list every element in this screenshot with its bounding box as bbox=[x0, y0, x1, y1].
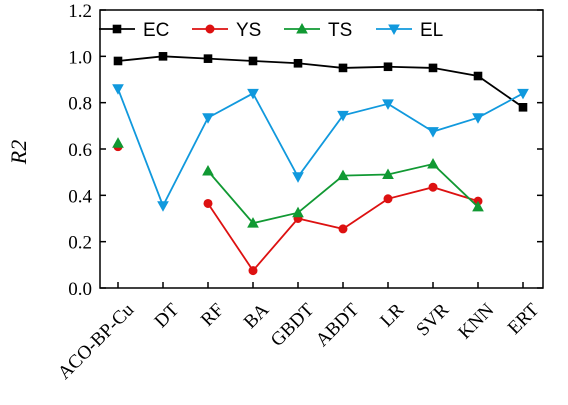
data-point-el bbox=[247, 88, 259, 100]
data-point-ts bbox=[337, 169, 349, 181]
x-tick-label: GBDT bbox=[267, 299, 319, 351]
data-point-ys bbox=[428, 182, 438, 192]
data-point-el bbox=[112, 84, 124, 95]
data-point-el bbox=[517, 88, 529, 100]
plot-border bbox=[99, 9, 544, 289]
legend-item-ts: TS bbox=[284, 20, 352, 41]
data-point-ys bbox=[383, 194, 393, 204]
x-tick-label: KNN bbox=[454, 299, 498, 343]
legend-item-ys: YS bbox=[192, 20, 261, 41]
y-tick-label: 0.0 bbox=[68, 279, 92, 300]
y-tick-label: 0.8 bbox=[68, 94, 92, 115]
series-line-el bbox=[117, 88, 524, 208]
legend: EC YS TS EL bbox=[99, 20, 443, 41]
legend-label: YS bbox=[236, 20, 261, 41]
series-ts bbox=[112, 137, 484, 228]
legend-marker bbox=[205, 24, 215, 34]
legend-marker bbox=[112, 24, 122, 34]
data-point-ts bbox=[112, 137, 124, 148]
legend-item-el: EL bbox=[376, 20, 443, 41]
data-point-ts bbox=[247, 217, 259, 228]
y-axis: 0.0 0.2 0.4 0.6 0.8 1.0 1.2 bbox=[68, 1, 543, 300]
y-axis-title: R2 bbox=[6, 140, 31, 165]
data-point-el bbox=[472, 113, 484, 124]
series-el bbox=[112, 84, 529, 212]
y-tick-label: 0.4 bbox=[68, 186, 92, 207]
data-point-ec bbox=[203, 54, 213, 63]
data-point-el bbox=[202, 113, 214, 124]
data-point-ts bbox=[202, 164, 214, 176]
legend-label: TS bbox=[328, 20, 352, 41]
data-point-ec bbox=[518, 103, 528, 112]
data-point-ec bbox=[383, 62, 393, 72]
data-point-el bbox=[292, 172, 304, 183]
data-point-ts bbox=[472, 200, 484, 212]
data-point-el bbox=[427, 127, 439, 138]
x-tick-label: DT bbox=[151, 299, 184, 332]
data-point-el bbox=[337, 110, 349, 122]
y-tick-label: 0.2 bbox=[68, 233, 92, 254]
data-point-ys bbox=[338, 224, 348, 234]
x-tick-label: BA bbox=[240, 299, 274, 333]
plot-frame bbox=[99, 9, 544, 289]
data-point-ec bbox=[293, 58, 303, 68]
legend-item-ec: EC bbox=[99, 20, 169, 41]
data-point-ec bbox=[338, 63, 348, 73]
data-point-ec bbox=[158, 52, 168, 61]
y-tick-label: 1.2 bbox=[68, 1, 92, 22]
x-tick-label: ERT bbox=[504, 299, 544, 339]
series-ec bbox=[113, 52, 528, 112]
x-tick-label: ABDT bbox=[312, 299, 364, 351]
y-tick-label: 1.0 bbox=[68, 47, 92, 68]
legend-label: EC bbox=[143, 20, 169, 41]
data-point-el bbox=[157, 201, 169, 212]
data-point-ec bbox=[428, 63, 438, 73]
data-point-ec bbox=[248, 56, 258, 66]
data-point-ys bbox=[203, 198, 213, 208]
data-point-ec bbox=[473, 71, 483, 81]
x-tick-label: ACO-BP-Cu bbox=[54, 299, 139, 384]
data-point-ts bbox=[382, 168, 394, 179]
legend-marker bbox=[296, 22, 308, 34]
y-tick-label: 0.6 bbox=[68, 140, 92, 161]
x-tick-label: RF bbox=[197, 299, 228, 330]
series-layer bbox=[112, 52, 529, 276]
data-point-ts bbox=[292, 206, 304, 218]
series-ys bbox=[113, 142, 483, 276]
x-tick-label: LR bbox=[376, 299, 408, 331]
legend-label: EL bbox=[420, 20, 443, 41]
data-point-el bbox=[382, 99, 394, 110]
data-point-ec bbox=[113, 56, 123, 66]
series-line-ec bbox=[117, 55, 524, 109]
data-point-ts bbox=[427, 158, 439, 169]
legend-marker bbox=[388, 24, 400, 36]
data-point-ys bbox=[248, 266, 258, 276]
x-tick-label: SVR bbox=[412, 299, 453, 340]
